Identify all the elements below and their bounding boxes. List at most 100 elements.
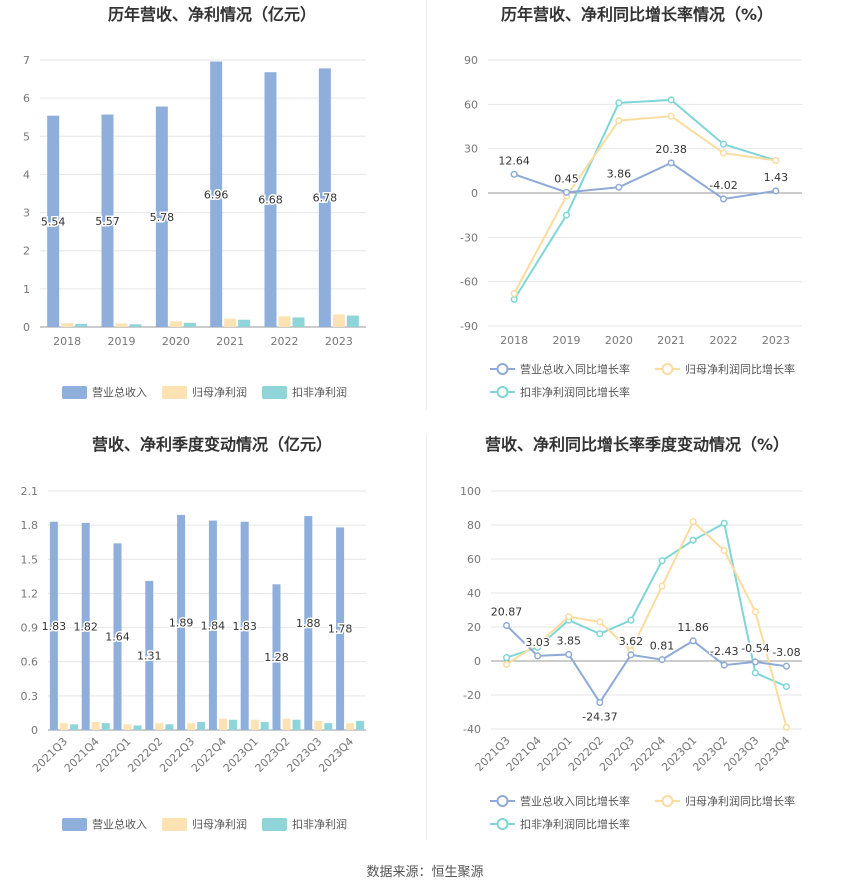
data-point: [562, 211, 571, 219]
y-tick-label: 20: [467, 621, 481, 634]
bar: [101, 114, 114, 328]
y-tick-label: 0: [31, 724, 38, 737]
data-label: -4.02: [709, 179, 737, 192]
data-point: [782, 723, 791, 731]
bar: [208, 520, 217, 730]
legend-swatch: [262, 386, 287, 399]
bar: [318, 68, 331, 328]
data-label: 3.86: [607, 167, 632, 180]
data-label: 1.83: [42, 620, 67, 633]
y-tick-label: 0.3: [21, 690, 39, 703]
panel-divider: [426, 0, 427, 410]
y-tick-label: 7: [23, 54, 30, 67]
y-tick-label: 0.6: [21, 656, 39, 669]
chart-title: 营收、净利同比增长率季度变动情况（%）: [485, 435, 789, 454]
bar: [69, 724, 78, 730]
bar: [346, 723, 355, 730]
data-label: 5.54: [41, 215, 66, 228]
data-point: [565, 650, 573, 659]
data-point: [782, 662, 791, 670]
data-point: [510, 289, 518, 298]
chart-title: 历年营收、净利情况（亿元）: [108, 5, 316, 24]
legend-swatch: [262, 818, 287, 831]
legend-swatch: [62, 818, 87, 831]
data-point: [689, 518, 697, 526]
data-point: [534, 640, 542, 648]
y-tick-label: 0: [474, 655, 481, 668]
panel-divider: [426, 435, 427, 840]
y-tick-label: -90: [460, 320, 478, 333]
bar: [260, 722, 269, 730]
bar: [304, 516, 313, 730]
bar: [332, 314, 345, 327]
bar: [240, 521, 249, 730]
annual-revenue-profit-chart: 历年营收、净利情况（亿元） 0 1 2 3 4 5 6 7 2018 2019 2020 2021 202…: [0, 0, 425, 430]
data-point: [772, 156, 780, 165]
legend-swatch-marker: [496, 795, 509, 807]
data-point: [719, 195, 728, 203]
series-line: [506, 519, 788, 728]
bar: [101, 723, 110, 730]
legend-label: 扣非净利润同比增长率: [520, 817, 630, 831]
data-point: [720, 546, 728, 555]
legend-swatch: [62, 386, 87, 399]
data-label: 1.78: [328, 623, 353, 636]
y-tick-label: 1.2: [21, 587, 39, 600]
bar: [264, 72, 277, 327]
data-label: 12.64: [498, 154, 530, 167]
y-tick-label: 80: [467, 519, 481, 532]
data-label: 5.78: [150, 211, 175, 224]
x-tick-label: 2023Q4: [753, 734, 793, 774]
x-tick-label: 2019: [108, 335, 136, 348]
legend-label: 营业总收入同比增长率: [520, 794, 630, 808]
bar: [61, 323, 74, 327]
legend-label: 扣非净利润同比增长率: [520, 385, 630, 399]
series-line: [513, 115, 776, 294]
data-point: [596, 630, 604, 638]
bar: [49, 521, 58, 730]
series-line: [505, 624, 787, 705]
data-label: 1.89: [169, 616, 194, 629]
data-label: 0.81: [650, 640, 675, 653]
bar: [177, 514, 186, 730]
data-label: 3.85: [557, 634, 582, 647]
bar: [282, 718, 291, 730]
legend-swatch: [162, 818, 187, 831]
bar: [165, 724, 174, 730]
bar: [314, 720, 323, 730]
legend-label: 扣非净利润: [292, 817, 347, 831]
y-tick-label: 5: [23, 130, 30, 143]
data-point: [751, 608, 759, 616]
x-tick-label: 2021: [216, 335, 244, 348]
x-tick-label: 2020: [162, 335, 190, 348]
data-label: -3.08: [772, 646, 800, 659]
data-point: [615, 117, 623, 125]
data-point: [667, 159, 675, 167]
legend-label: 归母净利润: [192, 385, 247, 399]
data-point: [503, 654, 511, 662]
y-tick-label: 1.5: [21, 553, 39, 566]
y-tick-label: 0.9: [21, 622, 39, 635]
y-tick-label: -60: [460, 276, 478, 289]
data-label: 1.64: [105, 631, 130, 644]
data-point: [689, 637, 697, 645]
y-tick-label: 4: [23, 168, 30, 181]
data-point: [503, 660, 511, 668]
y-tick-label: 2.1: [21, 485, 39, 498]
annual-growth-rate-svg: 历年营收、净利同比增长率情况（%） -90 -60 -30 0 30 60 90 2018 201…: [460, 5, 802, 399]
data-label: 3.62: [619, 635, 644, 648]
y-tick-label: 40: [467, 587, 481, 600]
bar: [218, 718, 227, 730]
data-point: [658, 582, 666, 590]
legend-label: 归母净利润: [192, 817, 247, 831]
legend-swatch-marker: [496, 818, 509, 830]
legend-label: 营业总收入同比增长率: [520, 362, 630, 376]
x-tick-label: 2018: [500, 334, 528, 347]
data-point: [565, 613, 573, 621]
bar: [210, 61, 223, 327]
data-label: 1.83: [232, 620, 257, 633]
data-point: [719, 149, 728, 157]
legend-swatch: [162, 386, 187, 399]
data-point: [510, 170, 518, 178]
chart-title: 历年营收、净利同比增长率情况（%）: [501, 5, 773, 24]
